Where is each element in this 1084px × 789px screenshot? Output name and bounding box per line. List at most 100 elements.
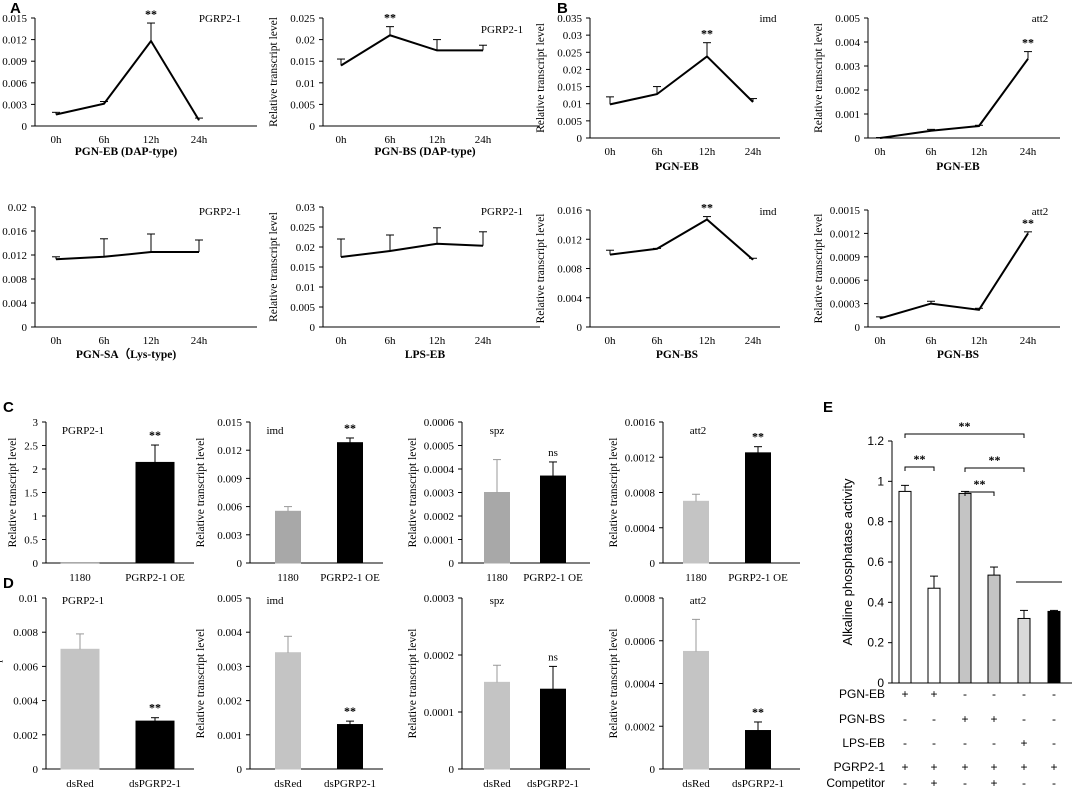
- y-tick-label: 0: [577, 133, 583, 145]
- y-axis-label: Relative transcript level: [268, 17, 280, 127]
- x-tick-label: 6h: [652, 335, 664, 347]
- table-mark: -: [1022, 712, 1026, 726]
- x-tick-label: 12h: [971, 146, 988, 158]
- y-tick-label: 0.0006: [830, 275, 861, 287]
- y-tick-label: 0.012: [217, 445, 242, 457]
- chart-title: PGRP2-1: [199, 13, 241, 25]
- panel-label-e: E: [823, 399, 833, 416]
- x-tick-label: 6h: [652, 146, 664, 158]
- x-tick-label: 6h: [385, 335, 397, 347]
- significance-mark: **: [1022, 36, 1034, 50]
- y-tick-label: 0.016: [2, 226, 27, 238]
- bar: [683, 650, 709, 770]
- y-tick-label: 0: [310, 322, 316, 334]
- x-tick-label: 12h: [143, 335, 160, 347]
- y-tick-label: 0.004: [557, 293, 582, 305]
- y-tick-label: 0.012: [557, 234, 582, 246]
- y-tick-label: 0.001: [835, 109, 860, 121]
- y-tick-label: 0: [33, 558, 39, 570]
- bar: [927, 587, 941, 684]
- bar: [275, 510, 301, 564]
- significance-bracket: [904, 466, 935, 471]
- significance-mark: ns: [548, 447, 558, 459]
- bar: [987, 574, 1001, 684]
- y-tick-label: 0.004: [13, 696, 38, 708]
- chart-title: spz: [490, 595, 505, 607]
- significance-mark: **: [701, 27, 713, 41]
- y-tick-label: 0.003: [217, 530, 242, 542]
- y-axis-label: Relative transcript level: [7, 438, 19, 548]
- x-tick-label: PGRP2-1 OE: [728, 572, 788, 584]
- y-tick-label: 0.004: [835, 37, 860, 49]
- chart-title: imd: [759, 13, 777, 25]
- bar: [540, 475, 566, 564]
- y-tick-label: 0: [237, 764, 243, 776]
- y-tick-label: 0: [237, 558, 243, 570]
- y-tick-label: 0: [22, 121, 28, 133]
- y-tick-label: 0.0003: [424, 488, 455, 500]
- y-tick-label: 0.002: [217, 696, 242, 708]
- bar: [1017, 617, 1031, 684]
- series-line: [340, 242, 484, 258]
- table-row-label: LPS-EB: [842, 736, 885, 750]
- x-tick-label: 1180: [685, 572, 707, 584]
- significance-mark: **: [344, 421, 356, 435]
- panel-label-a: A: [10, 0, 21, 17]
- y-tick-label: 0.2: [867, 636, 884, 650]
- table-mark: -: [1052, 776, 1056, 789]
- x-tick-label: 6h: [99, 134, 111, 146]
- y-tick-label: 0.012: [2, 250, 27, 262]
- table-mark: +: [930, 760, 937, 774]
- y-tick-label: 0.0009: [830, 252, 861, 264]
- series-line: [340, 34, 483, 67]
- table-mark: +: [990, 760, 997, 774]
- significance-bracket: [904, 433, 1025, 438]
- table-mark: -: [903, 712, 907, 726]
- significance-bracket: [964, 491, 995, 496]
- chart-title: PGRP2-1: [481, 206, 523, 218]
- table-mark: -: [903, 736, 907, 750]
- table-mark: +: [990, 776, 997, 789]
- y-tick-label: 0.006: [2, 78, 27, 90]
- x-tick-label: dsPGRP2-1: [732, 778, 784, 789]
- y-axis-label: Relative transcript level: [195, 438, 207, 548]
- x-tick-label: 1180: [69, 572, 91, 584]
- y-axis-label: Relative transcript level: [608, 629, 620, 739]
- series-line: [879, 58, 1029, 139]
- x-tick-label: 0h: [605, 335, 617, 347]
- table-row-label: PGRP2-1: [834, 760, 886, 774]
- significance-mark: **: [1022, 216, 1034, 230]
- x-tick-label: 0h: [875, 335, 887, 347]
- series-line: [55, 39, 200, 121]
- bar: [60, 562, 100, 564]
- y-axis-label: Relative transcript level: [195, 629, 207, 739]
- y-tick-label: 0.0016: [625, 417, 656, 429]
- y-tick-label: 0.008: [13, 627, 38, 639]
- y-tick-label: 0.025: [290, 13, 315, 25]
- bar: [745, 730, 771, 770]
- y-tick-label: 0: [855, 133, 861, 145]
- y-tick-label: 0.0006: [424, 417, 455, 429]
- significance-mark: **: [149, 701, 161, 715]
- significance-mark: **: [752, 430, 764, 444]
- y-tick-label: 0.009: [2, 56, 27, 68]
- x-axis-title: PGN-BS (DAP-type): [374, 146, 475, 158]
- series-line: [609, 55, 754, 106]
- series-line: [609, 218, 754, 261]
- y-tick-label: 0.02: [296, 242, 315, 254]
- y-tick-label: 0.012: [2, 35, 27, 47]
- x-tick-label: 12h: [699, 335, 716, 347]
- y-tick-label: 0.008: [557, 264, 582, 276]
- y-tick-label: 0: [33, 764, 39, 776]
- y-tick-label: 0.01: [296, 78, 315, 90]
- table-mark: +: [1020, 760, 1027, 774]
- y-tick-label: 0.0002: [424, 511, 454, 523]
- y-tick-label: 0.8: [867, 515, 884, 529]
- y-tick-label: 0: [577, 322, 583, 334]
- x-tick-label: 12h: [699, 146, 716, 158]
- chart-title: imd: [266, 425, 284, 437]
- x-tick-label: 0h: [336, 134, 348, 146]
- x-tick-label: 0h: [875, 146, 887, 158]
- significance-mark: **: [384, 11, 396, 25]
- y-axis-label: Alkaline phosphatase activity: [840, 478, 855, 645]
